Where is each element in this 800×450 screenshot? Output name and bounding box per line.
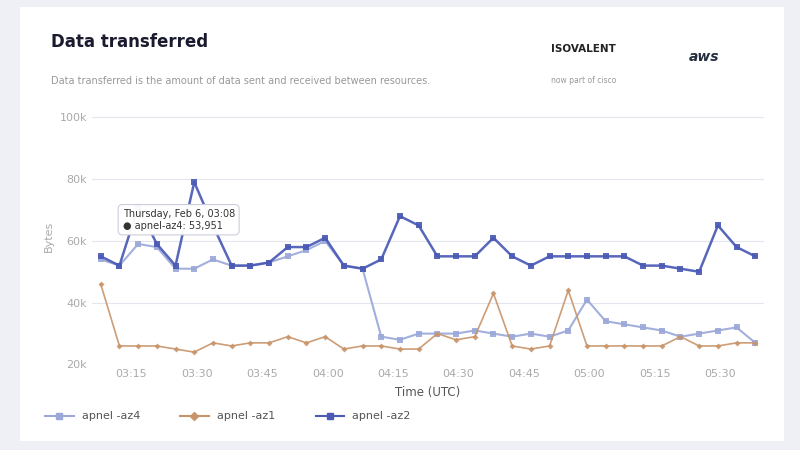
Text: now part of cisco: now part of cisco <box>551 76 616 85</box>
FancyBboxPatch shape <box>9 0 795 447</box>
Text: apnel -az2: apnel -az2 <box>352 411 410 421</box>
Y-axis label: Bytes: Bytes <box>44 220 54 252</box>
Text: aws: aws <box>689 50 719 64</box>
Text: apnel -az4: apnel -az4 <box>82 411 140 421</box>
Text: Data transferred: Data transferred <box>50 33 208 51</box>
Text: ISOVALENT: ISOVALENT <box>551 44 616 54</box>
Text: apnel -az1: apnel -az1 <box>217 411 275 421</box>
Text: Thursday, Feb 6, 03:08
● apnel-az4: 53,951: Thursday, Feb 6, 03:08 ● apnel-az4: 53,9… <box>122 209 234 230</box>
X-axis label: Time (UTC): Time (UTC) <box>395 386 461 399</box>
Text: Data transferred is the amount of data sent and received between resources.: Data transferred is the amount of data s… <box>50 76 430 86</box>
